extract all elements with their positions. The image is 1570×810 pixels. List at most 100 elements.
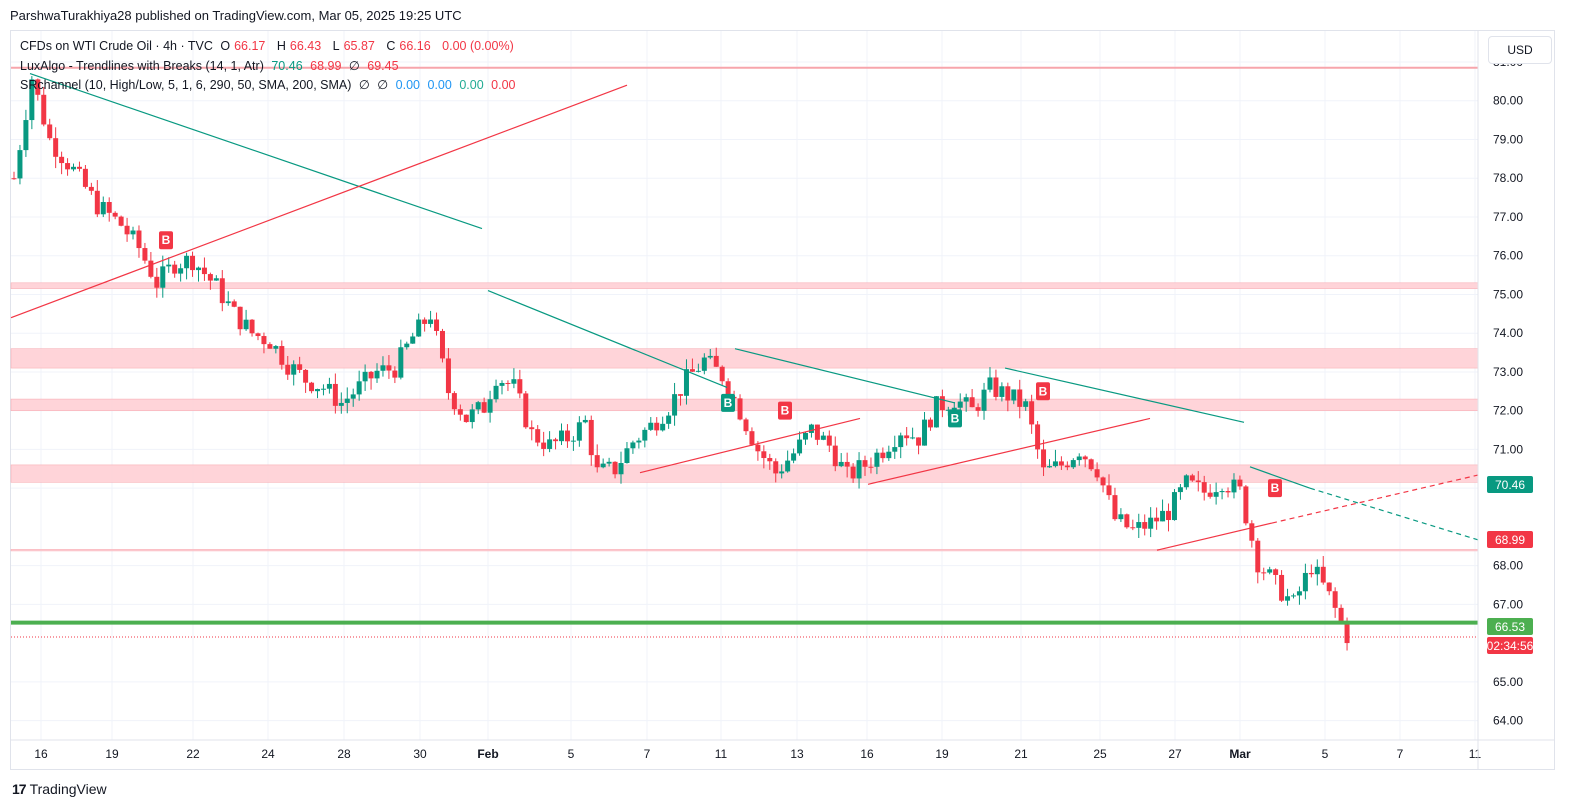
candle-body[interactable] — [404, 343, 410, 348]
candle-body[interactable] — [475, 402, 481, 410]
candle-body[interactable] — [1183, 475, 1189, 488]
candle-body[interactable] — [136, 230, 142, 249]
candle-body[interactable] — [207, 274, 213, 281]
candle-body[interactable] — [517, 379, 523, 394]
candle-body[interactable] — [130, 230, 136, 235]
candle-body[interactable] — [1124, 514, 1130, 528]
candle-body[interactable] — [862, 460, 868, 467]
candle-body[interactable] — [1094, 469, 1100, 478]
candle-body[interactable] — [957, 401, 963, 408]
candle-body[interactable] — [1302, 572, 1308, 592]
candle-body[interactable] — [1308, 572, 1314, 575]
candle-body[interactable] — [1255, 540, 1261, 573]
candle-body[interactable] — [1106, 485, 1112, 496]
candle-body[interactable] — [94, 190, 100, 215]
candle-body[interactable] — [88, 186, 94, 191]
candle-body[interactable] — [779, 471, 785, 474]
candle-body[interactable] — [184, 255, 190, 269]
candle-body[interactable] — [743, 419, 749, 432]
candle-body[interactable] — [195, 267, 201, 271]
candle-body[interactable] — [374, 370, 380, 379]
candle-body[interactable] — [29, 79, 35, 121]
candle-body[interactable] — [201, 267, 207, 275]
candle-body[interactable] — [1231, 479, 1237, 493]
candle-body[interactable] — [838, 461, 844, 467]
candle-body[interactable] — [368, 371, 374, 379]
legend-srchannel-name[interactable]: SRchannel (10, High/Low, 5, 1, 6, 290, 5… — [20, 78, 352, 92]
candle-body[interactable] — [160, 266, 166, 288]
candle-body[interactable] — [927, 419, 933, 428]
legend-symbol[interactable]: CFDs on WTI Crude Oil · 4h · TVC — [20, 39, 213, 53]
candle-body[interactable] — [166, 264, 172, 267]
candle-body[interactable] — [826, 435, 832, 446]
candle-body[interactable] — [1338, 607, 1344, 621]
candle-body[interactable] — [303, 369, 309, 383]
candle-body[interactable] — [332, 383, 338, 406]
candle-body[interactable] — [1290, 595, 1296, 597]
candle-body[interactable] — [285, 364, 291, 375]
candle-body[interactable] — [1017, 389, 1023, 407]
candle-body[interactable] — [190, 255, 196, 271]
candle-body[interactable] — [386, 365, 392, 371]
candle-body[interactable] — [124, 225, 130, 235]
candle-body[interactable] — [547, 439, 553, 449]
candle-body[interactable] — [1076, 456, 1082, 461]
candle-body[interactable] — [1320, 566, 1326, 583]
candle-body[interactable] — [261, 336, 267, 345]
candle-body[interactable] — [1273, 569, 1279, 575]
currency-button[interactable]: USD — [1488, 36, 1552, 64]
candle-body[interactable] — [707, 355, 713, 358]
candle-body[interactable] — [392, 370, 398, 378]
candle-body[interactable] — [481, 402, 487, 413]
candle-body[interactable] — [553, 439, 559, 442]
candle-body[interactable] — [695, 370, 701, 372]
candle-body[interactable] — [76, 166, 82, 169]
candle-body[interactable] — [1160, 510, 1166, 522]
candle-body[interactable] — [1285, 596, 1291, 601]
candle-body[interactable] — [112, 212, 118, 217]
candle-body[interactable] — [398, 347, 404, 378]
candle-body[interactable] — [1201, 482, 1207, 493]
candle-body[interactable] — [451, 393, 457, 410]
candle-body[interactable] — [749, 431, 755, 445]
candle-body[interactable] — [469, 409, 475, 423]
candle-body[interactable] — [356, 381, 362, 395]
candle-body[interactable] — [761, 451, 767, 459]
candle-body[interactable] — [463, 414, 469, 423]
candle-body[interactable] — [273, 346, 279, 349]
candle-body[interactable] — [154, 276, 160, 288]
candle-body[interactable] — [410, 336, 416, 344]
candle-body[interactable] — [874, 452, 880, 467]
candle-body[interactable] — [59, 156, 65, 164]
candle-body[interactable] — [1046, 466, 1052, 468]
candle-body[interactable] — [832, 445, 838, 467]
candle-body[interactable] — [648, 422, 654, 430]
candle-body[interactable] — [683, 369, 689, 396]
candle-body[interactable] — [249, 319, 255, 334]
candle-body[interactable] — [231, 301, 237, 307]
candle-body[interactable] — [951, 407, 957, 410]
candle-body[interactable] — [981, 389, 987, 411]
candle-body[interactable] — [225, 301, 231, 304]
candle-body[interactable] — [23, 120, 29, 151]
candle-body[interactable] — [219, 278, 225, 304]
candle-body[interactable] — [106, 202, 112, 213]
candle-body[interactable] — [725, 381, 731, 397]
candle-body[interactable] — [808, 424, 814, 433]
candle-body[interactable] — [1058, 461, 1064, 466]
candle-body[interactable] — [618, 463, 624, 475]
candle-body[interactable] — [606, 461, 612, 464]
candle-body[interactable] — [523, 393, 529, 428]
candle-body[interactable] — [1189, 475, 1195, 481]
candle-body[interactable] — [1225, 491, 1231, 493]
candle-body[interactable] — [71, 166, 77, 170]
candle-body[interactable] — [1171, 492, 1177, 521]
candle-body[interactable] — [1314, 566, 1320, 575]
candle-body[interactable] — [933, 396, 939, 428]
candle-body[interactable] — [457, 409, 463, 415]
candle-body[interactable] — [434, 319, 440, 331]
candle-body[interactable] — [118, 216, 124, 226]
candle-body[interactable] — [916, 437, 922, 446]
candle-body[interactable] — [1219, 491, 1225, 493]
